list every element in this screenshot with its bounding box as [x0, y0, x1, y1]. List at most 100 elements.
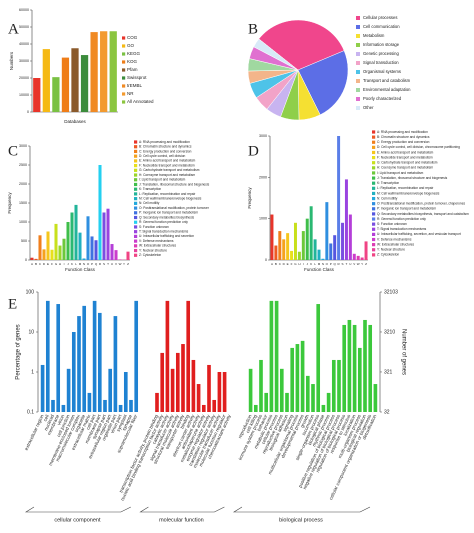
legend-label: W: Extracellular structures	[377, 242, 415, 246]
legend-label: O: Posttranslational modification, prote…	[377, 202, 465, 206]
bar	[50, 249, 54, 260]
x-tick-label: J	[67, 262, 69, 266]
legend-swatch	[134, 154, 138, 158]
legend-swatch	[372, 135, 376, 139]
legend-label: KOG	[127, 59, 138, 64]
x-tick-label: Y	[361, 262, 363, 266]
bar	[118, 404, 123, 412]
x-tick-label: M	[318, 262, 321, 266]
legend-label: B: Chromatin structure and dynamics	[377, 135, 430, 139]
bar	[196, 384, 201, 412]
bar	[347, 319, 352, 412]
bar	[82, 258, 86, 260]
y-tick-label: 1	[31, 369, 34, 375]
panel-label: A	[8, 21, 19, 37]
legend-swatch	[122, 60, 126, 64]
y-tick-label: 60000	[19, 8, 29, 12]
legend-swatch	[372, 150, 376, 155]
bar	[92, 300, 97, 412]
panel-label: E	[8, 296, 17, 312]
legend-swatch	[122, 52, 126, 56]
y-tick-label: 1000	[259, 217, 267, 221]
legend-label: U: Intracellular trafficking, secretion,…	[377, 232, 461, 236]
legend-label: D: Cell cycle control, cell division, ch…	[377, 145, 460, 149]
bar	[113, 316, 118, 412]
legend-label: Other	[363, 105, 374, 110]
x-tick-label: C	[39, 262, 42, 266]
bar	[110, 244, 114, 260]
bar	[78, 232, 82, 260]
legend-label: S: Function unknown	[139, 225, 169, 229]
legend-label: Y: Nuclear structure	[377, 248, 405, 252]
legend-label: Z: Cytoskeleton	[377, 253, 399, 257]
bar	[77, 316, 81, 412]
x-axis-label: Function Class	[65, 267, 96, 272]
legend-swatch	[134, 178, 138, 182]
bar	[311, 384, 315, 412]
legend-swatch	[372, 222, 376, 226]
bar	[33, 78, 41, 112]
legend-swatch	[372, 171, 376, 175]
bar	[71, 48, 79, 112]
bar	[97, 312, 102, 412]
legend-label: M: Cell wall/membrane/envelope biogenesi…	[377, 191, 440, 195]
x-tick-label: P	[330, 262, 332, 266]
bar	[279, 368, 284, 412]
legend-label: Z: Cytoskeleton	[139, 253, 161, 257]
x-tick-label: P	[91, 262, 93, 266]
y-tick-label: 0	[27, 110, 29, 114]
axes	[37, 292, 381, 412]
bar	[71, 332, 76, 412]
bar	[98, 165, 102, 260]
bar	[42, 49, 50, 112]
x-tick-label: C	[279, 262, 282, 266]
legend-swatch	[372, 186, 376, 190]
legend-swatch	[134, 201, 138, 205]
bar	[109, 31, 117, 112]
legend-label: T: Signal transduction mechanisms	[377, 227, 427, 231]
legend-swatch	[134, 225, 138, 229]
x-tick-label: V	[353, 262, 355, 266]
bar	[103, 399, 107, 412]
x-tick-label: L	[75, 262, 77, 266]
legend-label: G: Carbohydrate transport and metabolism	[139, 168, 200, 172]
legend-label: P: Inorganic ion transport and metabolis…	[139, 211, 198, 215]
legend-swatch	[356, 43, 360, 47]
y-tick-label: 100	[26, 289, 35, 295]
bar	[253, 404, 258, 412]
legend-swatch	[356, 52, 360, 56]
bar	[316, 304, 321, 412]
y-tick-label: 10	[28, 329, 34, 335]
legend-label: U: Intracellular trafficking and secreti…	[139, 234, 194, 238]
bar	[87, 392, 92, 412]
bar	[305, 218, 309, 260]
legend-label: C: Energy production and conversion	[139, 149, 192, 153]
legend-swatch	[122, 44, 126, 48]
bar	[363, 319, 367, 412]
bar	[295, 344, 300, 412]
x-tick-label: cell part	[85, 413, 97, 430]
bar	[309, 206, 313, 260]
legend-swatch	[122, 76, 126, 80]
y-tick-label: 1000	[19, 220, 27, 224]
x-tick-label: O	[326, 262, 329, 266]
legend-label: P: Inorganic ion transport and metabolis…	[377, 207, 436, 211]
pie-slice	[253, 38, 299, 71]
legend-swatch	[372, 166, 376, 170]
y2-axis-label: Number of genes	[400, 329, 406, 375]
x-tick-label: O	[87, 262, 90, 266]
bar	[212, 399, 217, 412]
bar	[269, 300, 274, 412]
x-tick-label: H	[59, 262, 61, 266]
x-tick-label: V	[115, 262, 117, 266]
panel-label: D	[248, 143, 259, 159]
legend-swatch	[134, 149, 138, 154]
bar	[344, 179, 348, 260]
legend-label: K: Transcription	[139, 187, 161, 191]
bar	[102, 212, 106, 260]
x-tick-label: T	[107, 262, 109, 266]
y-axis-label: Frequency	[7, 192, 12, 214]
legend-label: I: Lipid transport and metabolism	[139, 178, 186, 182]
bar	[74, 204, 78, 260]
bar	[290, 250, 294, 260]
